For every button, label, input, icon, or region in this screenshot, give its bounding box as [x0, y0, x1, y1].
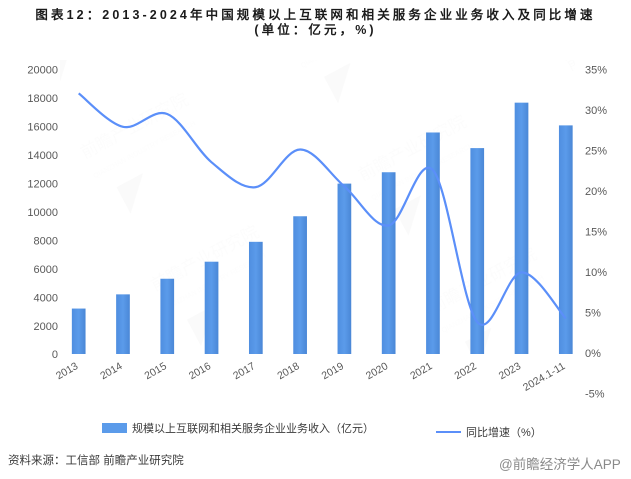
svg-text:2014: 2014 [98, 360, 124, 382]
svg-text:35%: 35% [585, 65, 607, 77]
svg-text:15%: 15% [585, 227, 607, 239]
svg-text:2020: 2020 [364, 360, 390, 382]
svg-text:12000: 12000 [27, 179, 58, 191]
svg-text:20000: 20000 [27, 65, 58, 77]
svg-text:30%: 30% [585, 105, 607, 117]
svg-text:0: 0 [52, 349, 58, 361]
svg-text:2013: 2013 [54, 360, 80, 382]
svg-text:2018: 2018 [275, 360, 301, 382]
svg-text:16000: 16000 [27, 122, 58, 134]
svg-text:2024.1-11: 2024.1-11 [521, 360, 567, 394]
svg-text:-5%: -5% [585, 389, 605, 401]
svg-text:2015: 2015 [143, 360, 169, 382]
svg-text:14000: 14000 [27, 150, 58, 162]
svg-text:2000: 2000 [34, 321, 58, 333]
svg-text:18000: 18000 [27, 93, 58, 105]
svg-text:0%: 0% [585, 348, 601, 360]
svg-text:25%: 25% [585, 146, 607, 158]
svg-text:2021: 2021 [408, 360, 434, 382]
svg-text:10%: 10% [585, 267, 607, 279]
svg-text:20%: 20% [585, 186, 607, 198]
svg-text:2022: 2022 [453, 360, 479, 382]
svg-text:8000: 8000 [34, 236, 58, 248]
svg-text:2019: 2019 [320, 360, 346, 382]
svg-text:2023: 2023 [497, 360, 523, 382]
svg-text:5%: 5% [585, 308, 601, 320]
svg-text:2016: 2016 [187, 360, 213, 382]
svg-text:2017: 2017 [231, 360, 257, 382]
svg-text:10000: 10000 [27, 207, 58, 219]
svg-text:4000: 4000 [34, 293, 58, 305]
svg-text:6000: 6000 [34, 264, 58, 276]
